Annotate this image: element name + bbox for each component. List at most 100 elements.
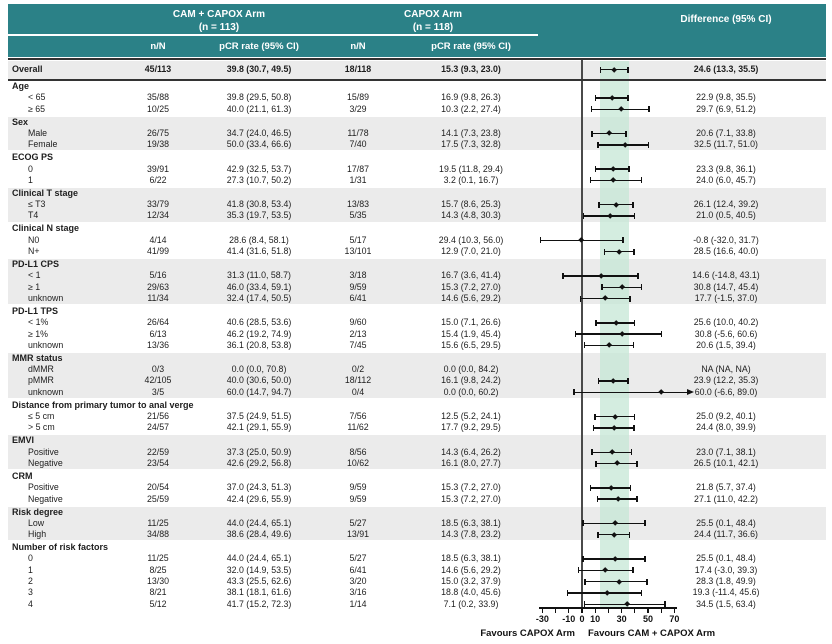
- pcr-arm1-cell: 39.8 (30.7, 49.5): [226, 64, 292, 74]
- nN-arm2-cell: 3/20: [349, 576, 367, 586]
- pcr-arm2-cell: 17.7 (9.2, 29.5): [441, 422, 501, 433]
- x-axis-tick: [620, 608, 623, 613]
- nN-arm2-cell: 18/118: [344, 64, 372, 74]
- x-axis-tick: [647, 608, 649, 613]
- ci-cap-left: [598, 201, 600, 208]
- difference-cell: 24.0 (6.0, 45.7): [696, 174, 756, 185]
- nN-arm1-cell: 21/56: [146, 411, 169, 421]
- ci-cap-right: [628, 166, 630, 173]
- ci-cap-left: [592, 424, 594, 431]
- ci-whisker: [539, 236, 624, 244]
- table-row: 2 13/30 43.3 (25.5, 62.6) 3/20 15.0 (3.2, 37…: [8, 576, 826, 587]
- pcr-arm2-cell: 14.6 (5.6, 29.2): [441, 292, 501, 303]
- table-row: Clinical N stage: [8, 223, 826, 234]
- pcr-arm2-cell: 15.0 (7.1, 26.6): [441, 317, 501, 328]
- row-label: ≤ 5 cm: [28, 411, 55, 421]
- pcr-arm2-cell: 18.8 (4.0, 45.6): [441, 587, 501, 598]
- nN-arm2-cell: 11/62: [347, 422, 369, 433]
- ci-cap-left: [594, 166, 597, 173]
- pcr-arm1-cell: 40.6 (28.5, 53.6): [226, 317, 292, 328]
- pcr-arm1-cell: 44.0 (24.4, 65.1): [226, 517, 292, 528]
- x-axis-tick: [568, 608, 570, 613]
- pcr-arm1-cell: 41.4 (31.6, 51.8): [226, 246, 292, 256]
- ci-whisker: [598, 377, 629, 385]
- table-row: N+ 41/99 41.4 (31.6, 51.8) 13/101 12.9 (7.0,…: [8, 246, 826, 257]
- pcr-arm1-cell: 37.3 (25.0, 50.9): [226, 446, 292, 457]
- nN-arm2-cell: 8/56: [349, 446, 367, 457]
- nN-arm1-cell: 8/25: [149, 564, 167, 575]
- table-row: CRM: [8, 471, 826, 482]
- pcr-arm2-cell: 12.5 (5.2, 24.1): [441, 411, 501, 421]
- nN-arm2-cell: 17/87: [346, 163, 369, 174]
- ci-cap-right: [637, 272, 639, 279]
- col-header-pcr-arm2: pCR rate (95% CI): [431, 41, 511, 52]
- pcr-arm1-cell: 43.3 (25.5, 62.6): [226, 576, 292, 586]
- row-label: 3: [28, 587, 33, 598]
- pcr-arm1-cell: 37.0 (24.3, 51.3): [226, 482, 292, 493]
- nN-arm2-cell: 2/13: [349, 328, 367, 339]
- pcr-arm2-cell: 15.3 (9.3, 23.0): [441, 64, 501, 74]
- x-axis-tick-label: 50: [642, 614, 654, 624]
- table-row: pMMR 42/105 40.0 (30.6, 50.0) 18/112 16.1 (9…: [8, 375, 826, 387]
- nN-arm1-cell: 5/16: [149, 270, 167, 281]
- pcr-arm1-cell: 46.0 (33.4, 59.1): [226, 281, 292, 292]
- difference-cell: 30.8 (14.7, 45.4): [693, 281, 759, 292]
- ci-cap-right: [627, 66, 629, 73]
- table-row: ≤ 5 cm 21/56 37.5 (24.9, 51.5) 7/56 12.5 (5.…: [8, 411, 826, 422]
- ci-cap-right: [648, 106, 650, 113]
- ci-cap-left: [582, 520, 584, 527]
- ci-whisker: [583, 600, 666, 608]
- nN-arm1-cell: 39/91: [146, 163, 169, 174]
- x-axis-tick-label: 10: [590, 614, 601, 624]
- arm2-n: (n = 118): [412, 22, 454, 33]
- ci-cap-left: [597, 141, 599, 148]
- nN-arm2-cell: 7/40: [349, 139, 367, 150]
- table-row: T4 12/34 35.3 (19.7, 53.5) 5/35 14.3 (4.8, 3…: [8, 210, 826, 222]
- ci-line: [589, 179, 643, 182]
- nN-arm1-cell: 42/105: [144, 375, 172, 386]
- ci-whisker: [591, 105, 650, 113]
- nN-arm2-cell: 15/89: [346, 92, 369, 103]
- table-row: PD-L1 CPS: [8, 259, 826, 271]
- table-row: ≤ T3 33/79 41.8 (30.8, 53.4) 13/83 15.7 (8.6…: [8, 199, 826, 211]
- difference-cell: 14.6 (-14.8, 43.1): [692, 270, 760, 281]
- x-axis-tick: [660, 608, 662, 613]
- table-row: Negative 23/54 42.6 (29.2, 56.8) 10/62 16.1 …: [8, 457, 826, 470]
- nN-arm1-cell: 34/88: [146, 529, 169, 540]
- x-axis-tick: [554, 608, 557, 613]
- table-row: < 65 35/88 39.8 (29.5, 50.8) 15/89 16.9 (9.8…: [8, 92, 826, 103]
- table-row: Number of risk factors: [8, 542, 826, 553]
- nN-arm2-cell: 9/60: [349, 317, 367, 328]
- difference-cell: 29.7 (6.9, 51.2): [696, 103, 756, 114]
- ci-cap-right: [632, 342, 634, 349]
- pcr-arm2-cell: 15.3 (7.2, 27.0): [441, 493, 501, 504]
- row-label: N0: [28, 234, 40, 245]
- ci-arrowhead: [686, 388, 694, 395]
- nN-arm1-cell: 6/13: [149, 328, 167, 339]
- ci-cap-right: [633, 413, 635, 420]
- row-label: ≤ T3: [28, 199, 46, 210]
- table-row: unknown 11/34 32.4 (17.4, 50.5) 6/41 14.6 (5…: [8, 292, 826, 305]
- pcr-arm1-cell: 35.3 (19.7, 53.5): [226, 210, 292, 221]
- ci-cap-left: [589, 177, 592, 184]
- nN-arm2-cell: 7/56: [349, 411, 367, 421]
- ci-cap-right: [646, 578, 648, 585]
- ci-whisker: [573, 388, 694, 396]
- ci-cap-left: [591, 130, 593, 137]
- ci-cap-right: [636, 460, 638, 467]
- table-row: Clinical T stage: [8, 187, 826, 200]
- nN-arm2-cell: 9/59: [349, 493, 367, 504]
- pcr-arm1-cell: 37.5 (24.9, 51.5): [226, 411, 292, 421]
- x-axis-tick: [673, 608, 676, 613]
- nN-arm1-cell: 41/99: [146, 246, 169, 256]
- nN-arm2-cell: 13/83: [346, 199, 369, 210]
- ci-cap-right: [632, 201, 634, 208]
- ci-cap-right: [629, 484, 632, 491]
- nN-arm2-cell: 3/29: [349, 103, 367, 114]
- row-label: Overall: [12, 64, 43, 74]
- row-label: ≥ 65: [28, 103, 46, 114]
- nN-arm1-cell: 11/34: [147, 292, 169, 303]
- ci-whisker: [591, 130, 627, 138]
- ci-whisker: [591, 448, 633, 456]
- nN-arm2-cell: 13/101: [344, 246, 372, 256]
